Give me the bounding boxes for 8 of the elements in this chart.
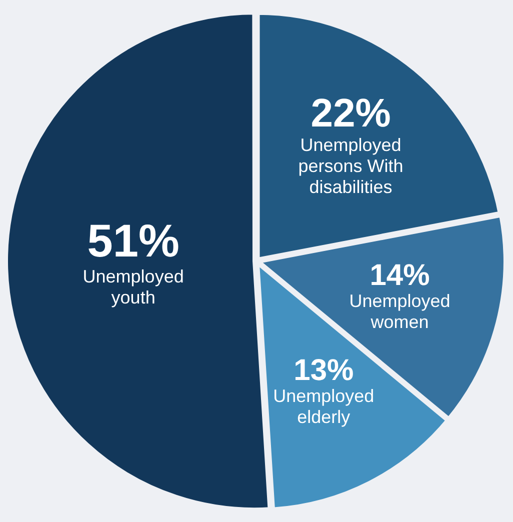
data-label: 14% bbox=[370, 259, 430, 292]
data-label: 22% bbox=[310, 92, 391, 136]
slice-label: Unemployed women bbox=[349, 291, 450, 332]
data-label: 51% bbox=[87, 214, 180, 267]
data-label: 13% bbox=[294, 354, 354, 388]
slice-label: Unemployed elderly bbox=[273, 386, 374, 428]
slice-label: Unemployed youth bbox=[82, 266, 184, 308]
slice-label: Unemployed persons With disabilities bbox=[298, 135, 404, 198]
